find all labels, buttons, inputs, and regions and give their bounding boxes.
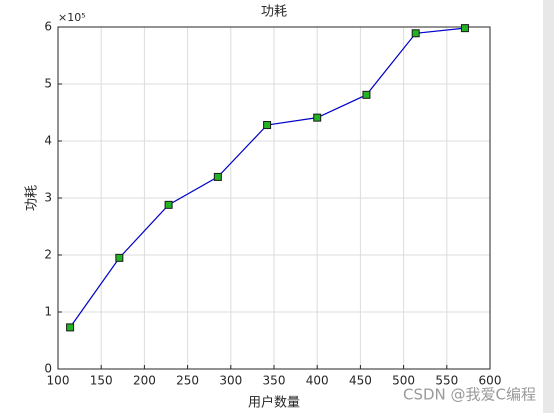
x-tick-label: 200 <box>133 374 156 388</box>
x-tick-label: 250 <box>176 374 199 388</box>
y-tick-label: 5 <box>44 77 52 91</box>
watermark: CSDN @我爱C编程 <box>403 386 536 404</box>
x-tick-label: 500 <box>392 374 415 388</box>
x-tick-label: 350 <box>263 374 286 388</box>
x-tick-label: 450 <box>349 374 372 388</box>
x-axis-label: 用户数量 <box>248 395 300 411</box>
marker <box>213 172 222 181</box>
side-strip <box>543 0 554 413</box>
marker <box>66 323 75 332</box>
y-tick-label: 4 <box>44 134 52 148</box>
marker <box>460 24 469 33</box>
y-tick-label: 1 <box>44 305 52 319</box>
marker <box>362 90 371 99</box>
y-tick-label: 0 <box>44 362 52 376</box>
y-tick-label: 3 <box>44 191 52 205</box>
axes-box <box>57 26 491 370</box>
x-tick-label: 300 <box>219 374 242 388</box>
x-tick-label: 150 <box>90 374 113 388</box>
y-tick-label: 6 <box>44 20 52 34</box>
x-tick-label: 600 <box>479 374 502 388</box>
chart-title: 功耗 <box>261 5 287 20</box>
marker <box>164 200 173 209</box>
x-tick-label: 100 <box>47 374 70 388</box>
x-tick-label: 400 <box>306 374 329 388</box>
marker <box>263 121 272 130</box>
y-axis-label: 功耗 <box>25 185 40 211</box>
x-tick-label: 550 <box>435 374 458 388</box>
marker <box>115 253 124 262</box>
y-tick-label: 2 <box>44 248 52 262</box>
y-multiplier: ×10⁵ <box>58 11 86 24</box>
marker <box>411 29 420 38</box>
marker <box>313 113 322 122</box>
